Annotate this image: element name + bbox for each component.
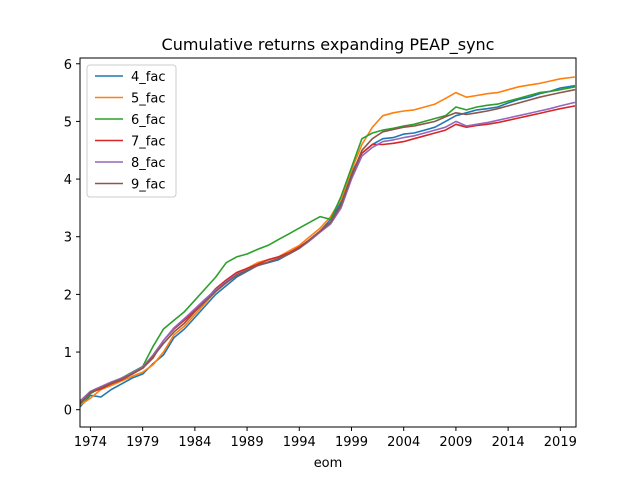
x-axis-label: eom (314, 456, 343, 471)
series-line-4_fac (80, 84, 576, 408)
legend-label: 7_fac (131, 135, 165, 150)
y-tick-label: 0 (64, 404, 72, 419)
legend-label: 5_fac (131, 92, 165, 107)
y-tick-label: 2 (64, 288, 72, 303)
series-line-9_fac (80, 88, 576, 405)
plot-frame (79, 57, 577, 428)
y-axis: 0 1 2 3 4 5 6 (64, 58, 80, 419)
series-layer (80, 76, 576, 408)
legend-label: 8_fac (131, 156, 165, 171)
x-axis: 1974 1979 1984 1989 1994 1999 2004 2009 2014 2019 (74, 427, 577, 450)
x-tick-label: 2004 (387, 435, 420, 450)
chart-title: Cumulative returns expanding PEAP_sync (162, 35, 495, 55)
x-tick-label: 2019 (544, 435, 577, 450)
x-tick-label: 1979 (126, 435, 159, 450)
series-line-8_fac (80, 101, 576, 402)
legend-label: 4_fac (131, 70, 165, 85)
x-tick-label: 2009 (439, 435, 472, 450)
y-tick-label: 3 (64, 231, 72, 246)
y-tick-label: 6 (64, 58, 72, 73)
x-tick-label: 1989 (231, 435, 264, 450)
plot-area (79, 57, 577, 428)
x-tick-label: 1994 (283, 435, 316, 450)
legend-label: 9_fac (131, 178, 165, 193)
x-tick-label: 1984 (178, 435, 211, 450)
y-tick-label: 5 (64, 115, 72, 130)
x-tick-label: 2014 (492, 435, 525, 450)
x-tick-label: 1999 (335, 435, 368, 450)
x-tick-label: 1974 (74, 435, 107, 450)
legend-label: 6_fac (131, 113, 165, 128)
y-tick-label: 4 (64, 173, 72, 188)
series-line-5_fac (80, 76, 576, 406)
y-tick-label: 1 (64, 346, 72, 361)
legend: 4_fac 5_fac 6_fac 7_fac 8_fac 9_fac (86, 64, 177, 198)
series-line-6_fac (80, 86, 576, 405)
